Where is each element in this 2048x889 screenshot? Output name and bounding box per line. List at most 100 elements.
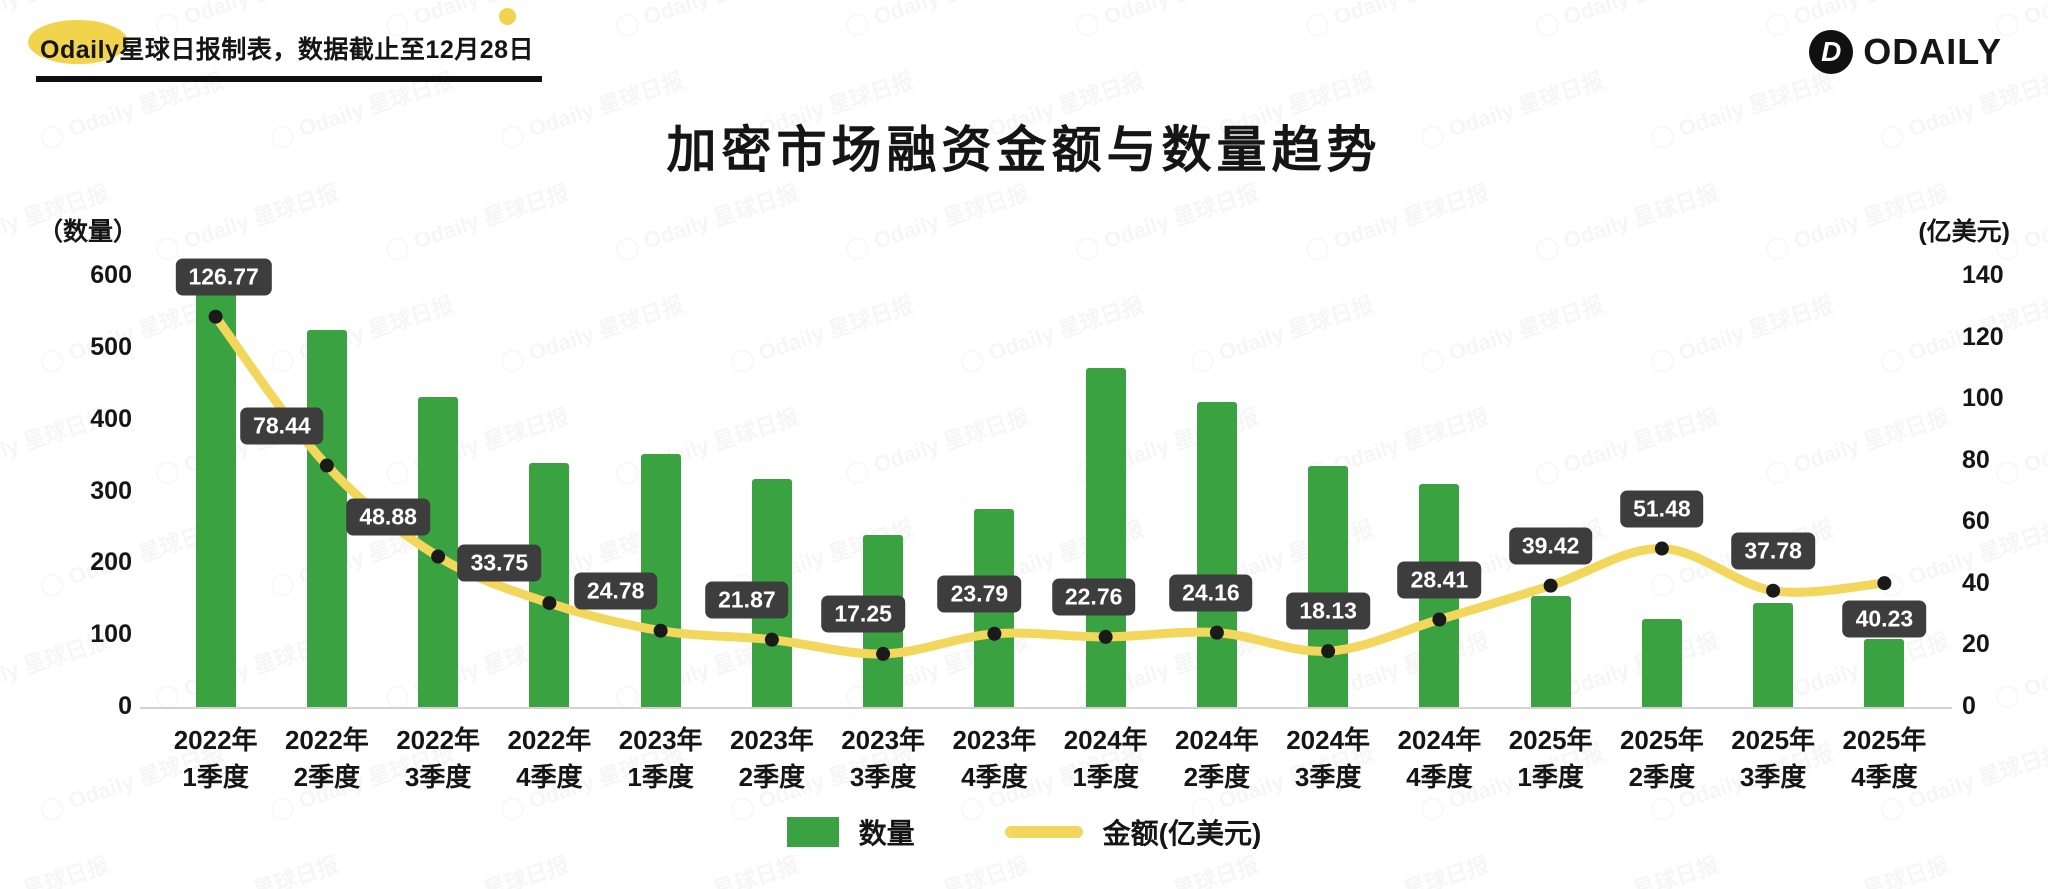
right-axis-tick: 60 [1962,507,1990,536]
x-axis-label-year: 2024年 [1063,725,1148,755]
watermark-text: ◯ Odaily 星球日报 [610,0,803,41]
x-axis-label: 2025年 4季度 [1814,722,1954,796]
source-note-text: Odaily星球日报制表，数据截止至12月28日 [40,36,535,64]
watermark-text: ◯ Odaily 星球日报 [725,287,918,377]
watermark-text: ◯ Odaily 星球日报 [840,399,1033,489]
x-axis-label-year: 2025年 [1842,725,1927,755]
watermark-text: ◯ Odaily 星球日报 [1300,0,1493,41]
x-axis-label-year: 2023年 [729,725,814,755]
line-point [1877,576,1892,591]
left-axis-tick: 0 [118,692,132,720]
right-axis-tick: 100 [1962,384,2004,413]
x-axis-label-year: 2024年 [1286,725,1371,755]
x-axis-label: 2022年 2季度 [257,722,397,796]
amount-value-label: 78.44 [240,407,324,445]
legend-bar-swatch [786,817,839,847]
count-bar [1196,401,1237,707]
right-axis-tick: 0 [1962,692,1976,720]
x-axis-label-quarter: 1季度 [1517,762,1584,792]
watermark-text: ◯ Odaily 星球日报 [1070,175,1263,265]
right-axis-unit: (亿美元) [1918,218,2010,246]
watermark-text: ◯ Odaily 星球日报 [840,175,1033,265]
x-axis-label-year: 2022年 [507,725,592,755]
amount-value-label: 51.48 [1620,490,1704,527]
legend-item-amount: 金额(亿美元) [1004,812,1262,852]
right-axis-tick: 140 [1962,261,2004,289]
yellow-highlight-ellipse [28,20,128,64]
watermark-text: ◯ Odaily 星球日报 [265,287,458,377]
watermark-text: ◯ Odaily 星球日报 [495,287,688,377]
right-axis-tick: 20 [1962,630,1990,659]
left-axis-unit: （数量） [38,218,139,246]
x-axis-label-quarter: 4季度 [1851,762,1918,792]
x-axis-label: 2023年 2季度 [702,722,842,796]
count-bar [1641,619,1682,707]
left-axis-tick: 400 [90,404,132,433]
x-axis-label: 2024年 3季度 [1258,722,1398,796]
line-point [1543,578,1558,593]
x-axis-baseline [140,707,1952,709]
x-axis-label-quarter: 4季度 [516,762,583,792]
x-axis-label-quarter: 1季度 [1072,762,1139,792]
left-axis-tick: 100 [90,620,132,649]
odaily-logo-text: ODAILY [1863,31,2002,72]
x-axis-label: 2022年 3季度 [368,722,508,796]
legend: 数量 金额(亿美元) [0,812,2048,852]
x-axis-label-quarter: 1季度 [182,762,249,792]
watermark-text: ◯ Odaily 星球日报 [0,847,112,889]
amount-value-label: 33.75 [457,544,542,582]
legend-line-label: 金额(亿美元) [1102,818,1262,849]
x-axis-label-year: 2025年 [1508,725,1593,755]
count-bar [1753,602,1794,707]
amount-line [211,312,1889,659]
x-axis-label: 2025年 1季度 [1481,722,1621,796]
x-axis-label-quarter: 2季度 [293,762,361,792]
x-axis-label-year: 2025年 [1619,725,1704,755]
x-axis-label: 2024年 2季度 [1147,722,1287,796]
amount-value-label: 24.78 [573,572,658,610]
count-bar [306,329,347,707]
watermark-text: ◯ Odaily 星球日报 [840,847,1033,889]
x-axis-label-quarter: 3季度 [404,762,472,792]
watermark-text: ◯ Odaily 星球日报 [1070,0,1263,41]
x-axis-label-quarter: 2季度 [1628,762,1696,792]
x-axis-label-quarter: 3季度 [1739,762,1807,792]
watermark-text: ◯ Odaily 星球日报 [1530,399,1723,489]
x-axis-label: 2023年 3季度 [813,722,953,796]
right-axis-tick: 40 [1962,568,1990,597]
x-axis-label-quarter: 4季度 [961,762,1028,792]
amount-value-label: 40.23 [1842,600,1927,638]
amount-value-label: 28.41 [1397,561,1482,599]
amount-value-label: 21.87 [705,581,789,619]
odaily-logo-icon: D [1809,30,1854,74]
watermark-text: ◯ Odaily 星球日报 [840,0,1033,41]
amount-value-label: 22.76 [1051,578,1136,616]
x-axis-label: 2024年 4季度 [1369,722,1509,796]
x-axis-label-year: 2023年 [618,725,703,755]
amount-value-label: 24.16 [1169,574,1253,612]
x-axis-label: 2024年 1季度 [1036,722,1176,796]
count-bar [1308,466,1349,707]
watermark-text: ◯ Odaily 星球日报 [1530,0,1723,41]
count-bar [1530,595,1571,707]
count-bar [1864,638,1905,707]
x-axis-label: 2025年 2季度 [1592,722,1732,796]
x-axis-label: 2025年 3季度 [1703,722,1843,796]
amount-value-label: 18.13 [1286,592,1370,630]
count-bar [529,462,570,707]
watermark-text: ◯ Odaily 星球日报 [380,175,573,265]
amount-value-label: 39.42 [1508,527,1593,565]
x-axis-label-year: 2024年 [1397,725,1482,755]
watermark-text: ◯ Odaily 星球日报 [150,175,343,265]
count-bar [418,396,459,707]
watermark-text: ◯ Odaily 星球日报 [1185,287,1378,377]
count-bar [195,286,236,707]
x-axis-label-year: 2022年 [284,725,369,755]
x-axis-label-quarter: 3季度 [849,762,917,792]
watermark-text: ◯ Odaily 星球日报 [1530,175,1723,265]
watermark-text: ◯ Odaily 星球日报 [1760,847,1953,889]
legend-item-count: 数量 [786,812,915,852]
x-axis-label-year: 2023年 [952,725,1037,755]
watermark-text: ◯ Odaily 星球日报 [1990,847,2048,889]
line-point [1654,541,1669,556]
